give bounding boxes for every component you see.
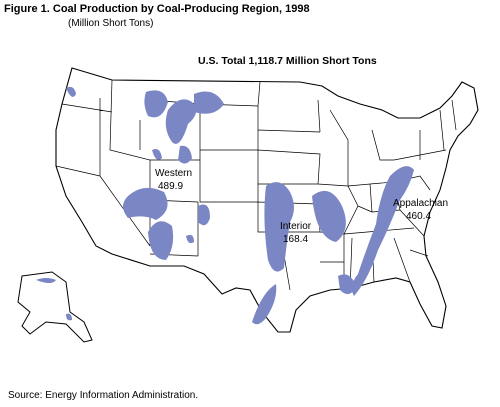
region-value: 168.4 bbox=[283, 234, 308, 245]
region-value: 489.9 bbox=[158, 181, 183, 192]
coal-field bbox=[338, 274, 356, 295]
coal-field bbox=[36, 278, 56, 283]
coal-field bbox=[123, 187, 168, 220]
total-label: U.S. Total 1,118.7 Million Short Tons bbox=[198, 55, 377, 67]
coal-field bbox=[66, 86, 76, 97]
subtitle: (Million Short Tons) bbox=[68, 18, 153, 29]
coal-field bbox=[186, 234, 194, 244]
coal-field bbox=[194, 91, 224, 114]
coal-field bbox=[252, 284, 277, 325]
coal-field bbox=[178, 145, 192, 164]
coal-regions bbox=[36, 86, 414, 325]
coal-field bbox=[264, 182, 294, 272]
title: Figure 1. Coal Production by Coal-Produc… bbox=[4, 3, 310, 15]
coal-field bbox=[198, 204, 210, 226]
region-name: Western bbox=[155, 168, 192, 179]
coal-field bbox=[148, 221, 174, 260]
coal-field bbox=[152, 149, 162, 160]
region-labels: Western 489.9 Interior 168.4 Appalachian… bbox=[155, 168, 448, 245]
coal-field bbox=[312, 190, 346, 242]
coal-field bbox=[351, 166, 414, 296]
alaska-outline bbox=[17, 271, 93, 343]
region-name: Appalachian bbox=[393, 198, 448, 209]
us-outline bbox=[55, 67, 479, 333]
region-name: Interior bbox=[280, 221, 312, 232]
coal-field bbox=[165, 99, 197, 144]
coal-field bbox=[66, 313, 72, 321]
coal-field bbox=[144, 90, 168, 118]
source-note: Source: Energy Information Administratio… bbox=[8, 390, 198, 401]
region-value: 460.4 bbox=[406, 211, 431, 222]
